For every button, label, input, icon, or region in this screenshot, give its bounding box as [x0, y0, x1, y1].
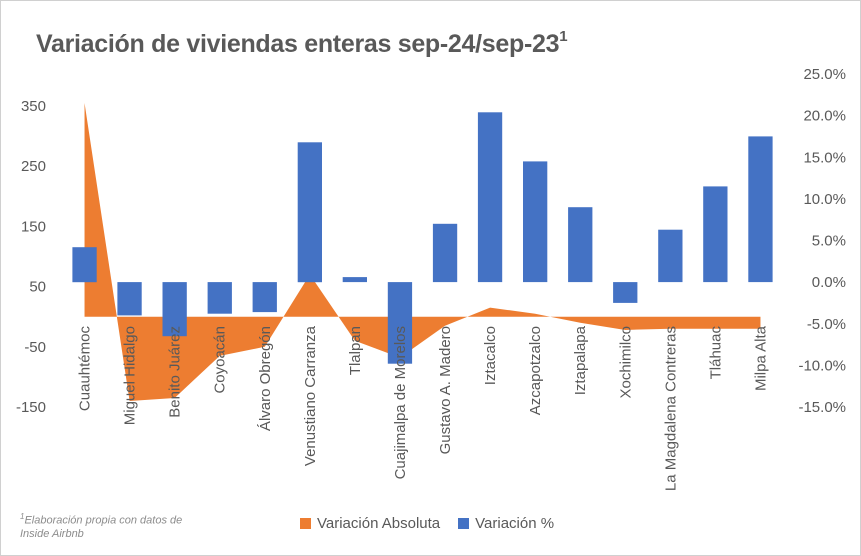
y-left-tick: -150	[16, 399, 46, 416]
x-tick-label: Coyoacán	[212, 326, 229, 394]
bar-1	[72, 247, 97, 283]
x-tick-label: Cuajimalpa de Morelos	[392, 326, 409, 479]
legend-item-porcentaje: Variación %	[458, 515, 554, 532]
x-tick-label: Álvaro Obregón	[257, 326, 274, 431]
bar-9	[432, 223, 458, 283]
bar-8	[387, 282, 413, 364]
bar-15	[703, 186, 728, 283]
y-left-tick: 350	[21, 98, 46, 115]
area-variacion-absoluta	[84, 102, 761, 401]
x-tick-label: Tlalpan	[347, 326, 364, 375]
bar-6	[297, 142, 322, 283]
legend-swatch-porcentaje	[458, 518, 470, 529]
x-tick-label: Iztapalapa	[572, 325, 589, 395]
y-right-tick: 5.0%	[812, 233, 846, 250]
y-left-tick: 50	[29, 279, 46, 296]
x-tick-label: Milpa Alta	[752, 325, 769, 391]
legend-label-porcentaje: Variación %	[475, 515, 555, 532]
y-right-tick: 25.0%	[803, 66, 846, 83]
y-left-tick: 250	[21, 158, 46, 175]
bar-12	[568, 207, 593, 283]
y-right-tick: 0.0%	[812, 274, 846, 291]
y-right-tick: -15.0%	[798, 399, 846, 416]
bar-4	[207, 282, 232, 314]
x-tick-label: Miguel Hidalgo	[122, 326, 139, 425]
y-right-tick: -5.0%	[807, 316, 846, 333]
bar-10	[477, 112, 503, 283]
bar-13	[613, 282, 638, 303]
x-tick-label: Xochimilco	[617, 326, 634, 399]
bar-14	[658, 229, 683, 283]
y-left-tick: -50	[24, 339, 46, 356]
legend: Variación Absoluta Variación %	[300, 515, 572, 532]
bar-2	[117, 282, 142, 316]
bar-11	[523, 161, 548, 283]
legend-swatch-absoluta	[300, 518, 311, 529]
x-tick-label: Iztacalco	[482, 326, 499, 385]
legend-label-absoluta: Variación Absoluta	[317, 515, 441, 532]
legend-item-absoluta: Variación Absoluta	[300, 515, 440, 532]
y-right-tick: 10.0%	[803, 191, 846, 208]
bar-7	[342, 277, 367, 283]
x-tick-label: La Magdalena Contreras	[662, 326, 679, 491]
x-tick-label: Benito Juárez	[167, 326, 184, 418]
x-tick-label: Tláhuac	[707, 326, 724, 380]
x-tick-label: Cuauhtémoc	[77, 326, 94, 412]
bar-5	[252, 282, 277, 313]
bar-3	[162, 282, 187, 337]
x-tick-label: Gustavo A. Madero	[437, 326, 454, 454]
y-left-tick: 150	[21, 218, 46, 235]
footnote: 1Elaboración propia con datos de Inside …	[20, 512, 183, 540]
y-right-tick: 20.0%	[803, 108, 846, 125]
x-tick-label: Azcapotzalco	[527, 326, 544, 415]
chart-title: Variación de viviendas enteras sep-24/se…	[36, 28, 568, 58]
x-tick-label: Venustiano Carranza	[302, 325, 319, 466]
y-right-tick: -10.0%	[798, 357, 846, 374]
bar-16	[748, 136, 773, 283]
y-right-tick: 15.0%	[803, 149, 846, 166]
